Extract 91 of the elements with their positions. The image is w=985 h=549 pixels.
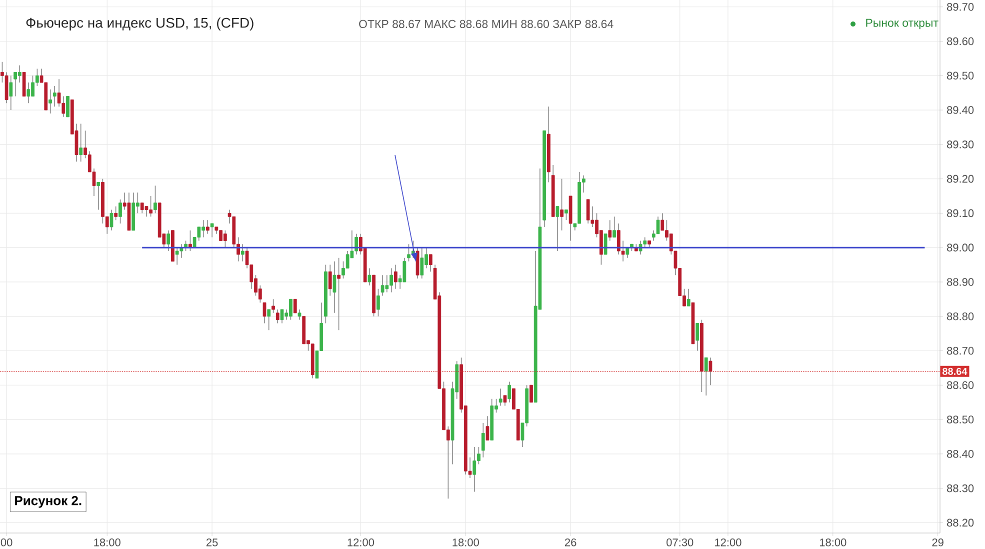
annotation: Рисунок 2. (15, 496, 82, 508)
candlestick (337, 258, 341, 330)
candlestick (704, 357, 708, 396)
candlestick (96, 182, 100, 210)
y-tick-label: 88.20 (947, 518, 974, 527)
candlestick (708, 357, 712, 386)
candlestick (26, 82, 30, 104)
x-tick-label: 00 (0, 538, 12, 546)
candlestick (240, 244, 244, 262)
y-tick-label: 88.80 (947, 312, 974, 320)
x-tick-label: 18:00 (94, 538, 120, 546)
candlestick (293, 298, 297, 314)
y-tick-label: 89.20 (947, 174, 974, 183)
y-tick-label: 88.30 (947, 484, 974, 492)
y-tick-label: 89.60 (947, 37, 974, 46)
candlestick (656, 216, 660, 234)
annotation: Рынок открыт (866, 18, 938, 30)
candlestick (608, 220, 612, 242)
x-tick-label: 25 (206, 538, 218, 546)
candlestick (210, 223, 214, 238)
y-tick-label: 89.30 (947, 140, 974, 148)
candlestick (66, 96, 70, 118)
candlestick (272, 298, 275, 314)
candlestick (686, 288, 690, 306)
y-tick-label: 89.00 (947, 244, 974, 252)
candlestick (394, 264, 398, 290)
candlestick (48, 89, 52, 114)
candlestick (9, 75, 13, 110)
candlestick (428, 254, 432, 272)
candlestick (223, 230, 227, 248)
candlestick (118, 199, 122, 224)
candlestick (472, 446, 476, 492)
candlestick (503, 395, 507, 406)
x-tick-label: 26 (564, 538, 576, 546)
candlestick (643, 236, 647, 248)
candlestick (402, 258, 406, 282)
candlestick (166, 230, 170, 252)
candlestick (18, 64, 22, 83)
y-tick-label: 89.70 (947, 2, 974, 11)
candlestick (564, 209, 568, 220)
candlestick (696, 322, 700, 352)
y-tick-label: 89.10 (947, 209, 974, 218)
candlestick (262, 302, 266, 324)
candlestick (298, 309, 302, 320)
candlestick (586, 199, 590, 224)
text: Фьючерс на индекс USD, 15, (CFD) (26, 17, 254, 31)
candlestick (154, 185, 157, 214)
candlestick (332, 260, 336, 314)
x-tick-label: 29 (932, 538, 944, 546)
candlestick (376, 288, 380, 317)
annotation: ОТКР 88.67 МАКС 88.68 МИН 88.60 ЗАКР 88.64 (359, 20, 614, 28)
y-tick-label: 88.50 (947, 416, 974, 424)
x-tick-label: 18:00 (452, 538, 479, 546)
ref-line-label: 88.64 (942, 368, 968, 375)
y-tick-label: 88.90 (947, 278, 974, 286)
candlestick (280, 309, 284, 324)
candlestick (52, 86, 56, 107)
candlestick (407, 244, 410, 262)
candlestick (110, 209, 114, 231)
y-tick-label: 88.70 (947, 346, 974, 355)
x-tick-label: 18:00 (820, 538, 846, 546)
candlestick (175, 247, 179, 266)
candlestick (114, 206, 118, 220)
x-tick-label: 12:00 (348, 538, 374, 546)
candlestick (206, 220, 210, 234)
x-tick-label: 12:00 (715, 538, 742, 546)
candlestick (368, 268, 372, 286)
candlestick (276, 309, 280, 324)
candlestick (481, 422, 485, 458)
candlestick (508, 381, 512, 403)
candlestick (420, 247, 424, 279)
y-tick-label: 89.50 (947, 72, 974, 80)
candlestick (560, 178, 564, 231)
candlestick (140, 202, 144, 214)
candlestick (486, 416, 490, 440)
candlestick (62, 96, 66, 118)
y-tick-label: 89.40 (947, 106, 974, 114)
y-tick-label: 88.40 (947, 450, 974, 458)
candlestick (328, 264, 332, 296)
candlestick (79, 123, 83, 162)
x-tick-label: 07:30 (666, 538, 694, 546)
candlestick (144, 206, 148, 217)
candlestick (267, 309, 271, 330)
candlestick (380, 274, 384, 296)
candlestick (385, 274, 389, 293)
candlestick (604, 234, 608, 255)
y-tick-label: 88.60 (947, 381, 974, 390)
candlestick (530, 384, 533, 403)
candlestick (612, 216, 616, 238)
candlestick (556, 206, 560, 252)
candlestick (498, 388, 502, 406)
